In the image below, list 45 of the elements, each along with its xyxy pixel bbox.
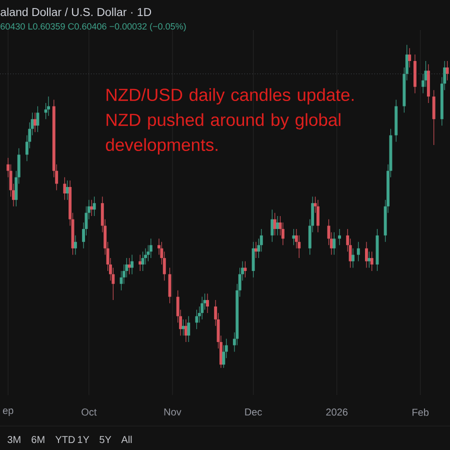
chart-title: aland Dollar / U.S. Dollar · 1D (0, 8, 152, 16)
candlestick (408, 48, 412, 68)
candlestick (187, 316, 190, 342)
x-tick-label: Feb (412, 408, 429, 416)
candlestick (206, 293, 209, 314)
text: 5Y (100, 436, 112, 444)
candlestick (63, 176, 66, 200)
candlestick (195, 309, 198, 330)
candlestick (244, 260, 247, 278)
candlestick (316, 200, 320, 233)
text: All (121, 436, 132, 443)
candlestick (432, 90, 436, 146)
text: YTD (55, 436, 75, 443)
candlestick (36, 106, 40, 132)
candlestick (47, 96, 50, 116)
chart-subtitle: 60430 L0.60359 C0.60406 −0.00032 (−0.05%) (0, 22, 186, 32)
x-tick-label: Dec (245, 408, 262, 416)
candlestick (370, 251, 374, 272)
candlestick (92, 196, 96, 216)
annotation: NZD/USD daily candles update. NZD pushed around by global developments. (106, 88, 354, 155)
candlestick (149, 238, 152, 258)
candlestick (74, 235, 77, 256)
candlestick (200, 296, 204, 320)
candlestick (276, 216, 280, 236)
text: 6M (32, 436, 44, 444)
candlestick (270, 209, 274, 242)
candlestick (368, 251, 371, 268)
x-tick-label: Oct (82, 408, 97, 416)
candlestick (338, 228, 342, 246)
candlestick (138, 254, 142, 272)
text: 3M (8, 436, 20, 444)
candlestick (364, 242, 368, 268)
candlestick (252, 242, 255, 278)
x-tick-label: ep (2, 408, 14, 416)
candlestick (141, 251, 144, 272)
candlestick (90, 200, 94, 216)
text: 1Y (78, 436, 90, 443)
candlestick (130, 254, 134, 274)
candlestick (292, 228, 296, 246)
candlestick (332, 232, 336, 256)
candlestick (356, 242, 360, 262)
candlestick (446, 60, 449, 81)
candlestick (352, 248, 354, 268)
x-tick-label: Nov (164, 408, 182, 416)
x-tick-label: 2026 (326, 408, 348, 416)
